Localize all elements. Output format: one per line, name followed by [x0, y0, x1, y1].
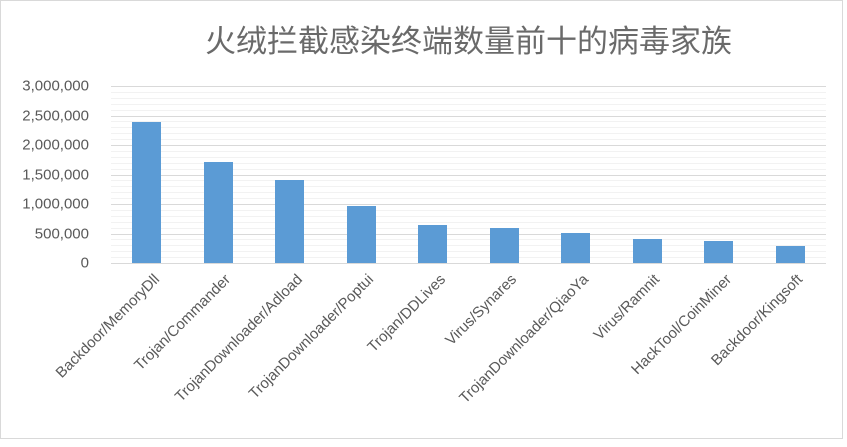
bar	[632, 239, 662, 263]
minor-gridline	[111, 121, 826, 123]
minor-gridline	[111, 186, 826, 188]
minor-gridline	[111, 257, 826, 259]
minor-gridline	[111, 251, 826, 253]
chart-frame: 火绒拦截感染终端数量前十的病毒家族 0 500,000 1,000,000 1,500…	[0, 0, 843, 439]
major-gridline	[111, 115, 826, 117]
y-axis-tick-label: 0	[80, 254, 89, 272]
minor-gridline	[111, 156, 826, 158]
y-axis-tick-label: 2,000,000	[22, 136, 89, 154]
minor-gridline	[111, 162, 826, 164]
bar	[775, 245, 805, 263]
x-axis-line	[111, 263, 826, 264]
minor-gridline	[111, 209, 826, 211]
bar	[132, 121, 162, 263]
major-gridline	[111, 86, 826, 87]
minor-gridline	[111, 215, 826, 217]
minor-gridline	[111, 109, 826, 111]
minor-gridline	[111, 245, 826, 247]
y-axis-tick-label: 500,000	[34, 225, 89, 242]
minor-gridline	[111, 227, 826, 229]
minor-gridline	[111, 180, 826, 182]
minor-gridline	[111, 139, 826, 141]
minor-gridline	[111, 168, 826, 170]
minor-gridline	[111, 91, 826, 93]
minor-gridline	[111, 97, 826, 99]
bar	[418, 224, 448, 263]
bar	[203, 162, 233, 263]
bar	[346, 206, 376, 263]
x-axis-label: Backdoor/Kingsoft	[708, 271, 807, 370]
minor-gridline	[111, 133, 826, 135]
bar	[561, 232, 591, 263]
minor-gridline	[111, 150, 826, 152]
y-axis-tick-label: 1,000,000	[22, 195, 89, 213]
minor-gridline	[111, 103, 826, 105]
bar	[704, 241, 734, 263]
bar	[275, 179, 305, 263]
minor-gridline	[111, 239, 826, 241]
minor-gridline	[111, 198, 826, 200]
y-axis-tick-label: 1,500,000	[22, 166, 89, 183]
minor-gridline	[111, 192, 826, 194]
chart-title: 火绒拦截感染终端数量前十的病毒家族	[205, 24, 732, 59]
minor-gridline	[111, 127, 826, 129]
bar	[489, 228, 519, 263]
major-gridline	[111, 145, 826, 146]
y-axis-tick-label: 2,500,000	[22, 107, 89, 124]
major-gridline	[111, 233, 826, 235]
y-axis-tick-label: 3,000,000	[22, 77, 89, 95]
minor-gridline	[111, 221, 826, 223]
major-gridline	[111, 204, 826, 205]
major-gridline	[111, 174, 826, 176]
